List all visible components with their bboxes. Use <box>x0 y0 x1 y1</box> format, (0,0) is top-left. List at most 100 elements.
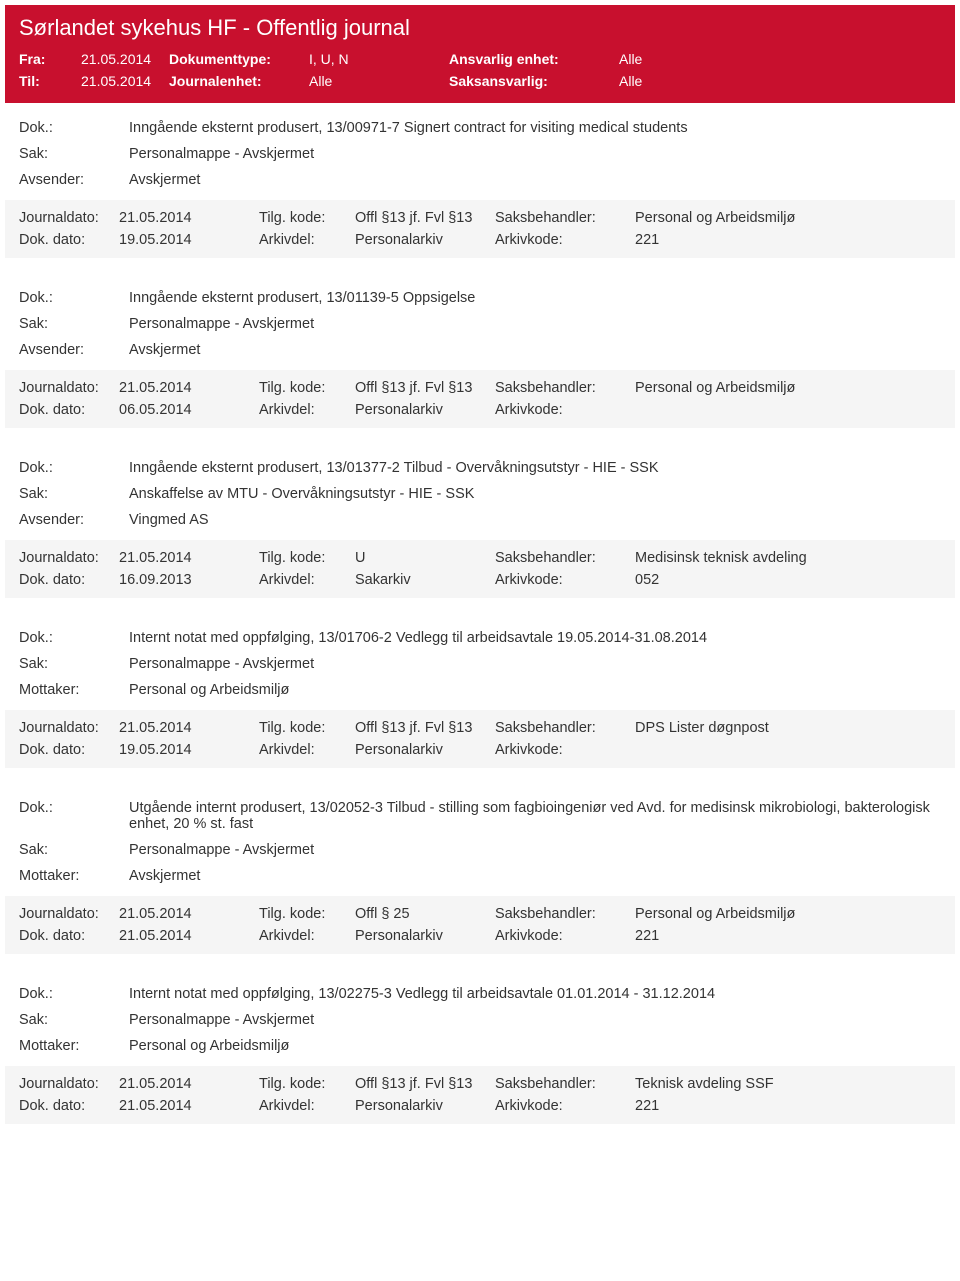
party-value: Avskjermet <box>129 342 200 358</box>
journaldato-value: 21.05.2014 <box>119 550 259 566</box>
tilgkode-value: Offl § 25 <box>355 906 495 922</box>
dokdato-value: 06.05.2014 <box>119 402 259 418</box>
journalenhet-label: Journalenhet: <box>169 73 309 89</box>
arkivdel-label: Arkivdel: <box>259 232 355 248</box>
dokdato-value: 19.05.2014 <box>119 742 259 758</box>
ansvarlig-label: Ansvarlig enhet: <box>449 51 619 67</box>
journal-entry: Dok.: Inngående eksternt produsert, 13/0… <box>5 278 955 428</box>
dok-label: Dok.: <box>19 460 129 476</box>
party-label: Avsender: <box>19 512 129 528</box>
tilgkode-value: U <box>355 550 495 566</box>
dokdato-value: 19.05.2014 <box>119 232 259 248</box>
journaldato-value: 21.05.2014 <box>119 380 259 396</box>
tilgkode-label: Tilg. kode: <box>259 550 355 566</box>
arkivkode-label: Arkivkode: <box>495 742 635 758</box>
sak-label: Sak: <box>19 146 129 162</box>
journaldato-value: 21.05.2014 <box>119 720 259 736</box>
tilgkode-value: Offl §13 jf. Fvl §13 <box>355 720 495 736</box>
party-label: Avsender: <box>19 172 129 188</box>
saksbehandler-value: Teknisk avdeling SSF <box>635 1076 895 1092</box>
arkivkode-label: Arkivkode: <box>495 1098 635 1114</box>
party-label: Mottaker: <box>19 682 129 698</box>
journal-entry: Dok.: Internt notat med oppfølging, 13/0… <box>5 618 955 768</box>
dokumenttype-label: Dokumenttype: <box>169 51 309 67</box>
dokdato-value: 21.05.2014 <box>119 928 259 944</box>
journaldato-label: Journaldato: <box>19 720 119 736</box>
arkivdel-label: Arkivdel: <box>259 742 355 758</box>
dok-label: Dok.: <box>19 290 129 306</box>
arkivdel-value: Sakarkiv <box>355 572 495 588</box>
arkivkode-label: Arkivkode: <box>495 402 635 418</box>
sak-value: Personalmappe - Avskjermet <box>129 842 314 858</box>
sak-label: Sak: <box>19 1012 129 1028</box>
entry-top: Dok.: Inngående eksternt produsert, 13/0… <box>5 278 955 370</box>
til-label: Til: <box>19 73 81 89</box>
til-value: 21.05.2014 <box>81 73 169 89</box>
dok-value: Inngående eksternt produsert, 13/01139-5… <box>129 290 475 306</box>
entry-top: Dok.: Internt notat med oppfølging, 13/0… <box>5 618 955 710</box>
saksbehandler-value: Personal og Arbeidsmiljø <box>635 380 895 396</box>
arkivkode-value: 052 <box>635 572 895 588</box>
arkivkode-value: 221 <box>635 928 895 944</box>
journaldato-label: Journaldato: <box>19 550 119 566</box>
entry-bottom: Journaldato: 21.05.2014 Tilg. kode: Offl… <box>5 710 955 768</box>
journaldato-value: 21.05.2014 <box>119 1076 259 1092</box>
report-header: Sørlandet sykehus HF - Offentlig journal… <box>5 5 955 103</box>
party-label: Avsender: <box>19 342 129 358</box>
journaldato-label: Journaldato: <box>19 906 119 922</box>
dok-value: Utgående internt produsert, 13/02052-3 T… <box>129 800 941 832</box>
dok-label: Dok.: <box>19 800 129 832</box>
saksbehandler-value: DPS Lister døgnpost <box>635 720 895 736</box>
arkivdel-value: Personalarkiv <box>355 402 495 418</box>
journaldato-label: Journaldato: <box>19 380 119 396</box>
arkivdel-value: Personalarkiv <box>355 928 495 944</box>
party-value: Personal og Arbeidsmiljø <box>129 1038 289 1054</box>
party-value: Vingmed AS <box>129 512 209 528</box>
journal-entry: Dok.: Utgående internt produsert, 13/020… <box>5 788 955 954</box>
report-title: Sørlandet sykehus HF - Offentlig journal <box>19 15 941 41</box>
sak-value: Personalmappe - Avskjermet <box>129 146 314 162</box>
dokdato-label: Dok. dato: <box>19 1098 119 1114</box>
entry-top: Dok.: Inngående eksternt produsert, 13/0… <box>5 448 955 540</box>
journal-entry: Dok.: Internt notat med oppfølging, 13/0… <box>5 974 955 1124</box>
dokdato-value: 21.05.2014 <box>119 1098 259 1114</box>
arkivdel-label: Arkivdel: <box>259 1098 355 1114</box>
sak-label: Sak: <box>19 486 129 502</box>
party-value: Avskjermet <box>129 172 200 188</box>
saksbehandler-label: Saksbehandler: <box>495 550 635 566</box>
tilgkode-label: Tilg. kode: <box>259 720 355 736</box>
dok-label: Dok.: <box>19 986 129 1002</box>
dokumenttype-value: I, U, N <box>309 51 449 67</box>
dok-value: Internt notat med oppfølging, 13/02275-3… <box>129 986 715 1002</box>
saksansvarlig-value: Alle <box>619 73 779 89</box>
saksbehandler-label: Saksbehandler: <box>495 720 635 736</box>
saksbehandler-label: Saksbehandler: <box>495 1076 635 1092</box>
dok-value: Inngående eksternt produsert, 13/00971-7… <box>129 120 688 136</box>
journal-entry: Dok.: Inngående eksternt produsert, 13/0… <box>5 448 955 598</box>
saksbehandler-label: Saksbehandler: <box>495 210 635 226</box>
arkivkode-value: 221 <box>635 232 895 248</box>
ansvarlig-value: Alle <box>619 51 779 67</box>
sak-value: Personalmappe - Avskjermet <box>129 316 314 332</box>
saksbehandler-label: Saksbehandler: <box>495 380 635 396</box>
dokdato-label: Dok. dato: <box>19 928 119 944</box>
party-value: Avskjermet <box>129 868 200 884</box>
sak-value: Personalmappe - Avskjermet <box>129 656 314 672</box>
arkivkode-label: Arkivkode: <box>495 232 635 248</box>
entry-bottom: Journaldato: 21.05.2014 Tilg. kode: Offl… <box>5 1066 955 1124</box>
dokdato-label: Dok. dato: <box>19 572 119 588</box>
arkivdel-label: Arkivdel: <box>259 928 355 944</box>
entry-bottom: Journaldato: 21.05.2014 Tilg. kode: Offl… <box>5 370 955 428</box>
journaldato-label: Journaldato: <box>19 1076 119 1092</box>
journalenhet-value: Alle <box>309 73 449 89</box>
party-value: Personal og Arbeidsmiljø <box>129 682 289 698</box>
entry-bottom: Journaldato: 21.05.2014 Tilg. kode: Offl… <box>5 896 955 954</box>
entry-bottom: Journaldato: 21.05.2014 Tilg. kode: Offl… <box>5 200 955 258</box>
dokdato-label: Dok. dato: <box>19 402 119 418</box>
journaldato-value: 21.05.2014 <box>119 906 259 922</box>
entry-bottom: Journaldato: 21.05.2014 Tilg. kode: U Sa… <box>5 540 955 598</box>
sak-value: Anskaffelse av MTU - Overvåkningsutstyr … <box>129 486 474 502</box>
entry-top: Dok.: Internt notat med oppfølging, 13/0… <box>5 974 955 1066</box>
header-filters: Fra: 21.05.2014 Dokumenttype: I, U, N An… <box>19 51 941 89</box>
tilgkode-label: Tilg. kode: <box>259 210 355 226</box>
